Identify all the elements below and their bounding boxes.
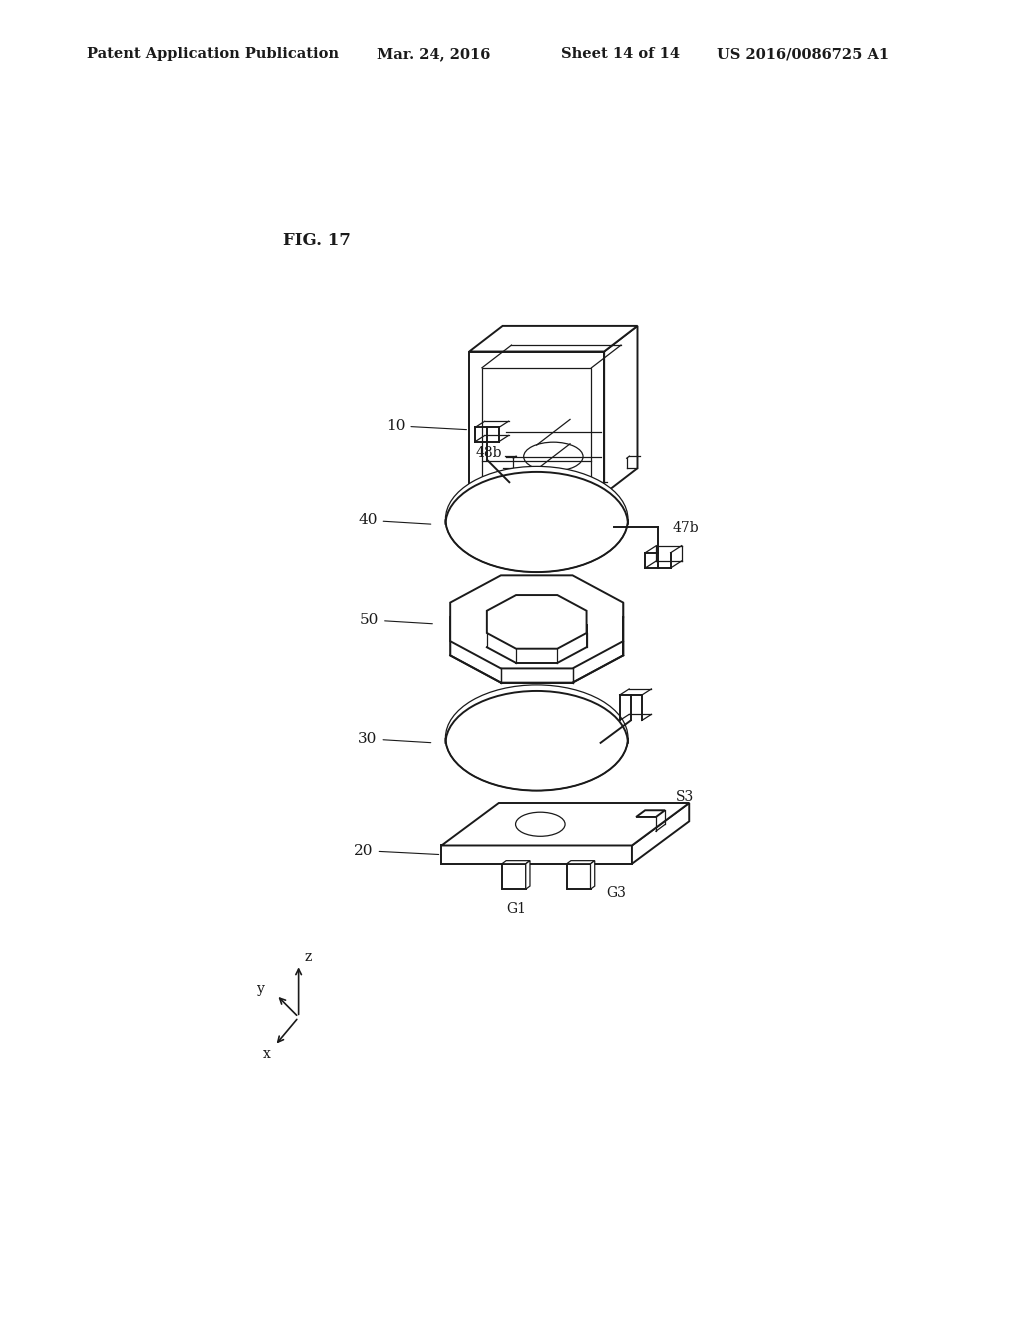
Text: Patent Application Publication: Patent Application Publication bbox=[87, 48, 339, 61]
Text: 48b: 48b bbox=[475, 446, 502, 459]
Ellipse shape bbox=[464, 483, 609, 568]
Polygon shape bbox=[525, 861, 530, 890]
Polygon shape bbox=[441, 803, 689, 846]
Ellipse shape bbox=[518, 535, 555, 556]
Text: x: x bbox=[263, 1047, 270, 1061]
Text: y: y bbox=[257, 982, 265, 995]
Text: 10: 10 bbox=[386, 418, 467, 433]
Polygon shape bbox=[451, 590, 624, 682]
Polygon shape bbox=[502, 863, 525, 890]
Polygon shape bbox=[636, 810, 665, 817]
Polygon shape bbox=[591, 861, 595, 890]
Text: US 2016/0086725 A1: US 2016/0086725 A1 bbox=[717, 48, 889, 61]
Ellipse shape bbox=[515, 812, 565, 837]
Text: G1: G1 bbox=[506, 902, 526, 916]
Ellipse shape bbox=[514, 746, 559, 772]
Text: Sheet 14 of 14: Sheet 14 of 14 bbox=[561, 48, 680, 61]
Text: 30: 30 bbox=[358, 731, 431, 746]
Polygon shape bbox=[486, 610, 587, 663]
Text: z: z bbox=[304, 950, 311, 965]
Ellipse shape bbox=[482, 500, 592, 564]
Text: 50: 50 bbox=[359, 612, 432, 627]
Ellipse shape bbox=[468, 705, 605, 784]
Text: 20: 20 bbox=[354, 843, 438, 858]
Text: 40: 40 bbox=[358, 513, 431, 527]
Polygon shape bbox=[486, 595, 587, 648]
Text: FIG. 17: FIG. 17 bbox=[283, 232, 350, 248]
Text: S3: S3 bbox=[676, 791, 694, 804]
Polygon shape bbox=[441, 846, 632, 863]
Polygon shape bbox=[604, 326, 638, 494]
Text: 47b: 47b bbox=[672, 521, 698, 536]
Polygon shape bbox=[566, 861, 595, 863]
Polygon shape bbox=[632, 803, 689, 863]
Ellipse shape bbox=[445, 466, 628, 572]
Polygon shape bbox=[502, 861, 530, 863]
Ellipse shape bbox=[492, 726, 583, 779]
Ellipse shape bbox=[445, 685, 628, 791]
Ellipse shape bbox=[500, 517, 573, 560]
Polygon shape bbox=[469, 326, 638, 351]
Text: Mar. 24, 2016: Mar. 24, 2016 bbox=[377, 48, 490, 61]
Text: G3: G3 bbox=[606, 886, 627, 900]
Polygon shape bbox=[451, 576, 624, 668]
Polygon shape bbox=[566, 863, 591, 890]
